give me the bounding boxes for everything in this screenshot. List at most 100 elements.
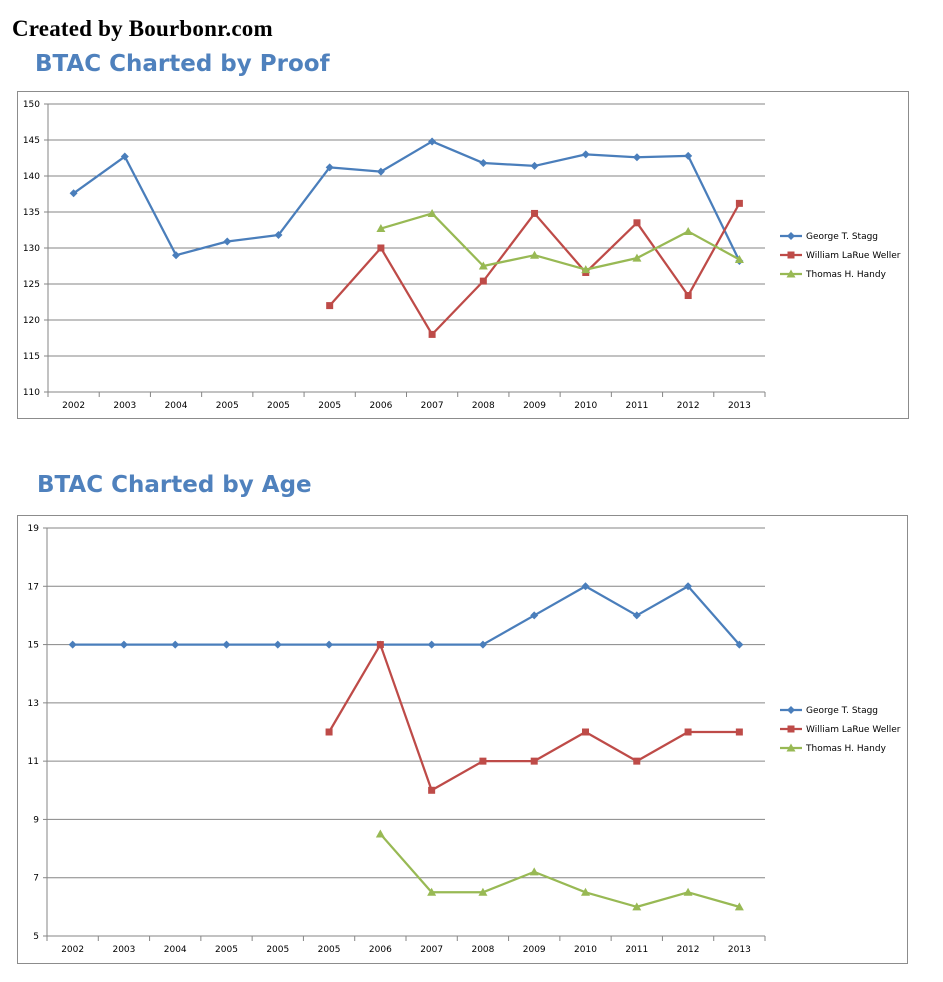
series-weller xyxy=(325,641,743,794)
data-point-weller xyxy=(582,728,589,736)
data-point-weller xyxy=(376,641,384,649)
data-point-stagg xyxy=(68,640,77,649)
data-point-weller xyxy=(530,757,538,765)
x-tick-label: 2010 xyxy=(574,945,597,955)
y-tick-label: 135 xyxy=(23,208,40,218)
legend-entry-weller: William LaRue Weller xyxy=(780,725,901,735)
x-tick-label: 2010 xyxy=(574,401,597,411)
x-tick-label: 2011 xyxy=(625,945,648,955)
data-point-stagg xyxy=(325,163,334,172)
data-point-handy xyxy=(683,226,693,235)
series-weller xyxy=(326,199,743,338)
data-point-handy xyxy=(376,224,386,233)
age-chart: 5 7 9 11 13 15 17 19 2002 2003 2004 2005 2005 2005 200… xyxy=(17,515,908,964)
y-tick-label: 11 xyxy=(28,757,39,767)
data-point-handy xyxy=(734,255,744,264)
legend-label: George T. Stagg xyxy=(806,706,878,716)
data-point-stagg xyxy=(172,251,181,260)
y-tick-label: 9 xyxy=(33,815,39,825)
data-point-stagg xyxy=(222,640,231,649)
data-point-weller xyxy=(326,302,334,310)
x-tick-label: 2008 xyxy=(471,945,494,955)
credit-text: Created by Bourbonr.com xyxy=(12,16,273,41)
data-point-handy xyxy=(427,208,437,217)
legend-entry-weller: William LaRue Weller xyxy=(780,251,901,261)
data-point-weller xyxy=(428,330,436,338)
x-tick-label: 2004 xyxy=(165,401,188,411)
y-tick-label: 110 xyxy=(23,388,40,398)
legend-entry-handy: Thomas H. Handy xyxy=(780,269,887,280)
x-tick-label: 2005 xyxy=(266,945,289,955)
data-point-handy xyxy=(581,887,590,896)
y-tick-label: 145 xyxy=(23,136,40,146)
data-point-stagg xyxy=(171,640,180,649)
series-stagg xyxy=(69,137,744,265)
data-point-handy xyxy=(478,261,488,270)
data-point-weller xyxy=(377,244,385,252)
data-point-handy xyxy=(632,253,642,262)
series-line-stagg xyxy=(72,140,741,262)
series-line-stagg xyxy=(72,585,741,646)
data-point-handy xyxy=(375,829,385,838)
data-point-stagg xyxy=(530,161,539,170)
legend-marker xyxy=(786,743,796,752)
data-point-weller xyxy=(684,292,692,300)
data-point-stagg xyxy=(632,153,641,162)
series-handy xyxy=(376,208,744,274)
x-tick-label: 2003 xyxy=(112,945,135,955)
x-tick-label: 2003 xyxy=(113,401,136,411)
data-point-stagg xyxy=(427,640,436,649)
data-point-stagg xyxy=(428,137,437,146)
data-point-stagg xyxy=(119,640,128,649)
y-tick-label: 17 xyxy=(28,582,39,592)
data-point-weller xyxy=(325,728,333,736)
series-line-handy xyxy=(380,212,740,271)
legend-entry-stagg: George T. Stagg xyxy=(780,706,878,716)
data-point-handy xyxy=(427,887,437,896)
data-point-handy xyxy=(530,250,540,259)
x-tick-label: 2008 xyxy=(472,401,495,411)
data-point-weller xyxy=(633,757,641,765)
x-tick-label: 2012 xyxy=(677,945,700,955)
legend-marker xyxy=(787,725,795,733)
x-tick-label: 2005 xyxy=(318,401,341,411)
data-point-handy xyxy=(478,887,488,896)
data-point-stagg xyxy=(69,189,78,198)
y-tick-label: 130 xyxy=(23,244,40,254)
series-line-handy xyxy=(379,833,740,908)
data-point-weller xyxy=(531,209,539,217)
x-tick-label: 2009 xyxy=(523,401,546,411)
x-tick-label: 2011 xyxy=(626,401,649,411)
x-tick-label: 2013 xyxy=(728,945,751,955)
data-point-weller xyxy=(684,728,692,736)
data-point-stagg xyxy=(325,640,334,649)
legend-marker xyxy=(786,269,796,278)
legend-label: William LaRue Weller xyxy=(806,725,901,735)
x-tick-label: 2002 xyxy=(62,401,85,411)
age-chart-svg: 5 7 9 11 13 15 17 19 2002 2003 2004 2005 2005 2005 200… xyxy=(28,524,901,955)
legend-label: Thomas H. Handy xyxy=(805,744,887,754)
y-tick-label: 140 xyxy=(23,172,40,182)
data-point-stagg xyxy=(120,152,129,161)
y-tick-label: 19 xyxy=(28,524,40,534)
data-point-stagg xyxy=(478,640,487,649)
x-tick-label: 2005 xyxy=(216,401,239,411)
data-point-stagg xyxy=(274,231,283,240)
legend-label: William LaRue Weller xyxy=(806,251,901,261)
legend-label: Thomas H. Handy xyxy=(805,270,887,280)
x-tick-label: 2009 xyxy=(523,945,546,955)
x-tick-label: 2007 xyxy=(420,945,443,955)
proof-chart-title: BTAC Charted by Proof xyxy=(35,51,330,77)
data-point-stagg xyxy=(581,582,590,591)
legend-label: George T. Stagg xyxy=(806,232,878,242)
x-tick-label: 2004 xyxy=(164,945,187,955)
legend-marker xyxy=(787,706,795,714)
legend-marker xyxy=(787,232,795,240)
data-point-stagg xyxy=(684,582,693,591)
y-tick-label: 15 xyxy=(28,641,39,651)
legend-marker xyxy=(787,251,795,259)
age-chart-title: BTAC Charted by Age xyxy=(37,472,312,498)
data-point-handy xyxy=(734,902,744,911)
data-point-stagg xyxy=(530,611,539,620)
proof-chart-svg: 110 115 120 125 130 135 140 145 150 2002 2003 2004 2… xyxy=(23,100,901,411)
